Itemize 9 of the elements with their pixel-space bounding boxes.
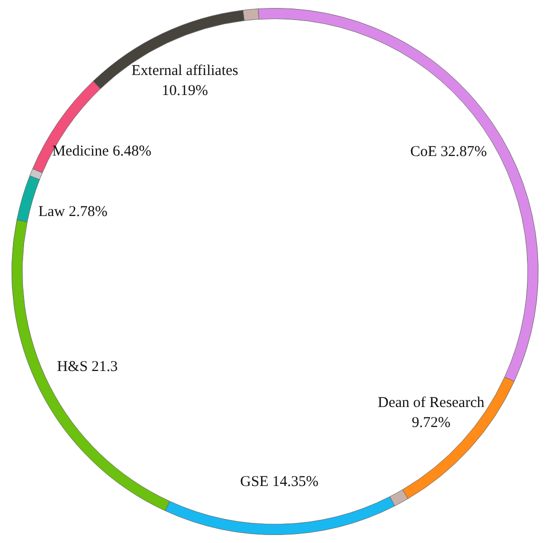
slice-label: Law 2.78% — [38, 204, 108, 220]
slice-label: CoE 32.87% — [410, 144, 487, 160]
data-label: 9.72% — [412, 414, 450, 431]
slice-label: Dean of Research — [378, 394, 485, 411]
slice-label: Medicine 6.48% — [52, 144, 152, 160]
slice-label: H&S 21.3 — [56, 359, 118, 376]
slice-label: External affiliates — [131, 63, 238, 80]
data-label: 10.19% — [162, 83, 208, 100]
slice-label: GSE 14.35% — [240, 474, 319, 490]
